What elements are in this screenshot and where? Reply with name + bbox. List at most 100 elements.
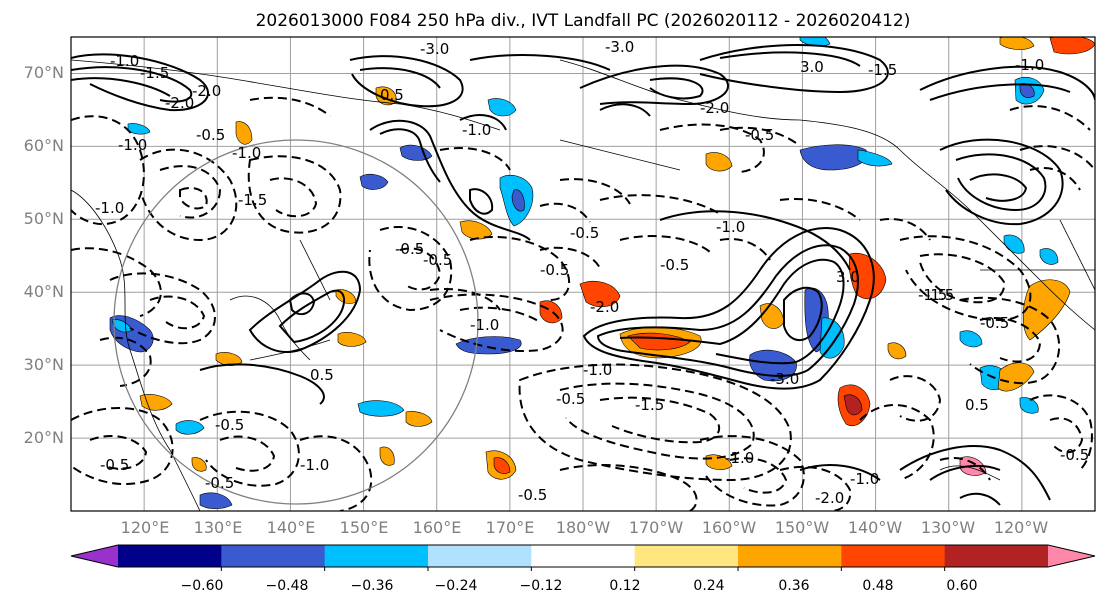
lon-tick-label: 160°W: [702, 518, 757, 537]
lat-tick-label: 70°N: [24, 63, 64, 82]
contour-label: -0.5: [745, 126, 774, 144]
blue-patch: [1019, 397, 1039, 414]
colorbar-tick-label: −0.36: [351, 578, 394, 594]
colorbar-segment: [738, 545, 842, 567]
warm-patch: [997, 362, 1035, 392]
lon-tick-label: 150°E: [340, 518, 389, 537]
solid-contours: [71, 44, 1095, 506]
lon-tick-label: 180°W: [556, 518, 611, 537]
colorbar-segment: [531, 545, 636, 567]
colorbar-tick-label: 0.36: [778, 578, 809, 594]
lon-tick-label: 170°W: [629, 518, 684, 537]
colorbar: −0.60 −0.48 −0.36 −0.24 −0.12 0.12 0.24 …: [70, 544, 1096, 594]
lon-tick-label: 170°E: [486, 518, 535, 537]
contour-label: -0.5: [1060, 446, 1089, 464]
colorbar-extend-min: [71, 545, 118, 567]
warm-patch: [1022, 279, 1071, 341]
warm-patch: [579, 281, 621, 308]
contour-label: -1.0: [1015, 56, 1044, 74]
blue-patch: [359, 173, 389, 190]
warm-patch: [379, 446, 395, 466]
colorbar-outline: [70, 544, 1096, 568]
contour-label: -0.5: [518, 486, 547, 504]
blue-patch: [959, 330, 983, 348]
blue-patch: [1039, 248, 1059, 265]
warm-patch: [493, 457, 511, 474]
blue-patch: [357, 400, 405, 417]
contour-label: -1.0: [583, 361, 612, 379]
lon-tick-label: 120°W: [994, 518, 1049, 537]
contour-label: -0.5: [215, 416, 244, 434]
contour-label: -0.5: [570, 224, 599, 242]
warm-patch: [843, 394, 863, 416]
colorbar-segment: [944, 545, 1049, 567]
colorbar-tick-label: 0.60: [946, 578, 977, 594]
blue-patch: [799, 37, 831, 47]
contour-label: -2.0: [590, 298, 619, 316]
map-panel: -3.0 -3.0 -1.0 -1.5 -2.0 -0.5 -1.0 -1.0 …: [70, 36, 1096, 512]
contour-label: -1.0: [95, 199, 124, 217]
contour-label: -1.0: [716, 218, 745, 236]
contour-label: -0.5: [395, 240, 424, 258]
warm-patch: [705, 152, 733, 172]
contour-label: -0.5: [660, 256, 689, 274]
contour-label: -1.0: [462, 121, 491, 139]
coastlines: [71, 59, 1095, 511]
warm-patch: [999, 37, 1035, 50]
map-frame: [70, 36, 1096, 512]
contour-label: -0.5: [100, 456, 129, 474]
warm-patch: [139, 394, 173, 411]
colorbar-tick-label: 0.12: [609, 578, 640, 594]
colorbar-segment: [841, 545, 946, 567]
colorbar-ticks: −0.60 −0.48 −0.36 −0.24 −0.12 0.12 0.24 …: [181, 578, 978, 594]
colorbar-tick-label: −0.48: [266, 578, 309, 594]
range-ring: [113, 139, 479, 505]
lon-tick-label: 130°E: [194, 518, 243, 537]
warm-patch: [337, 332, 367, 347]
colorbar-tick-label: 0.24: [693, 578, 724, 594]
contour-label: 0.5: [965, 396, 989, 414]
contour-label: -1.0: [110, 52, 139, 70]
colorbar-tick-label: −0.60: [181, 578, 224, 594]
blue-patch: [487, 98, 517, 117]
lon-tick-label: 130°W: [921, 518, 976, 537]
blue-patch: [511, 189, 525, 212]
contour-label: -1.5: [140, 64, 169, 82]
lon-tick-label: 160°E: [413, 518, 462, 537]
contour-label: 0.5: [310, 366, 334, 384]
warm-patch: [887, 342, 907, 360]
chart-title: 2026013000 F084 250 hPa div., IVT Landfa…: [256, 11, 911, 31]
contour-label: -0.5: [540, 261, 569, 279]
contour-label: -1.5: [868, 61, 897, 79]
contour-label: -1.0: [118, 136, 147, 154]
latitude-axis: 70°N 60°N 50°N 40°N 30°N 20°N: [24, 63, 64, 447]
colorbar-extend-max: [1048, 545, 1095, 567]
contour-label: -1.5: [635, 396, 664, 414]
longitude-axis: 120°E 130°E 140°E 150°E 160°E 170°E 180°…: [121, 518, 1049, 537]
contour-label: -0.5: [423, 251, 452, 269]
contour-label: -3.0: [770, 370, 799, 388]
contour-label: -2.0: [165, 94, 194, 112]
lat-tick-label: 60°N: [24, 136, 64, 155]
contour-label: -1.0: [300, 456, 329, 474]
contour-label: -1.0: [232, 144, 261, 162]
lat-tick-label: 50°N: [24, 209, 64, 228]
blue-patch: [175, 420, 205, 435]
lat-tick-label: 40°N: [24, 282, 64, 301]
colorbar-segment: [324, 545, 429, 567]
warm-patch: [191, 457, 207, 472]
blue-patch: [857, 149, 893, 167]
colorbar-segment: [118, 545, 222, 567]
contour-label: -2.0: [815, 489, 844, 507]
colorbar-segment: [634, 545, 739, 567]
dashed-contours: [71, 96, 1095, 511]
lat-tick-label: 30°N: [24, 355, 64, 374]
warm-patch: [235, 121, 253, 145]
colorbar-tick-label: −0.12: [520, 578, 563, 594]
contour-label: -1.5: [918, 286, 947, 304]
colorbar-tick-label: 0.48: [862, 578, 893, 594]
contour-label: -0.5: [205, 474, 234, 492]
contour-label-layer: -3.0 -3.0 -1.0 -1.5 -2.0 -0.5 -1.0 -1.0 …: [95, 38, 1089, 507]
contour-label: -1.0: [470, 316, 499, 334]
